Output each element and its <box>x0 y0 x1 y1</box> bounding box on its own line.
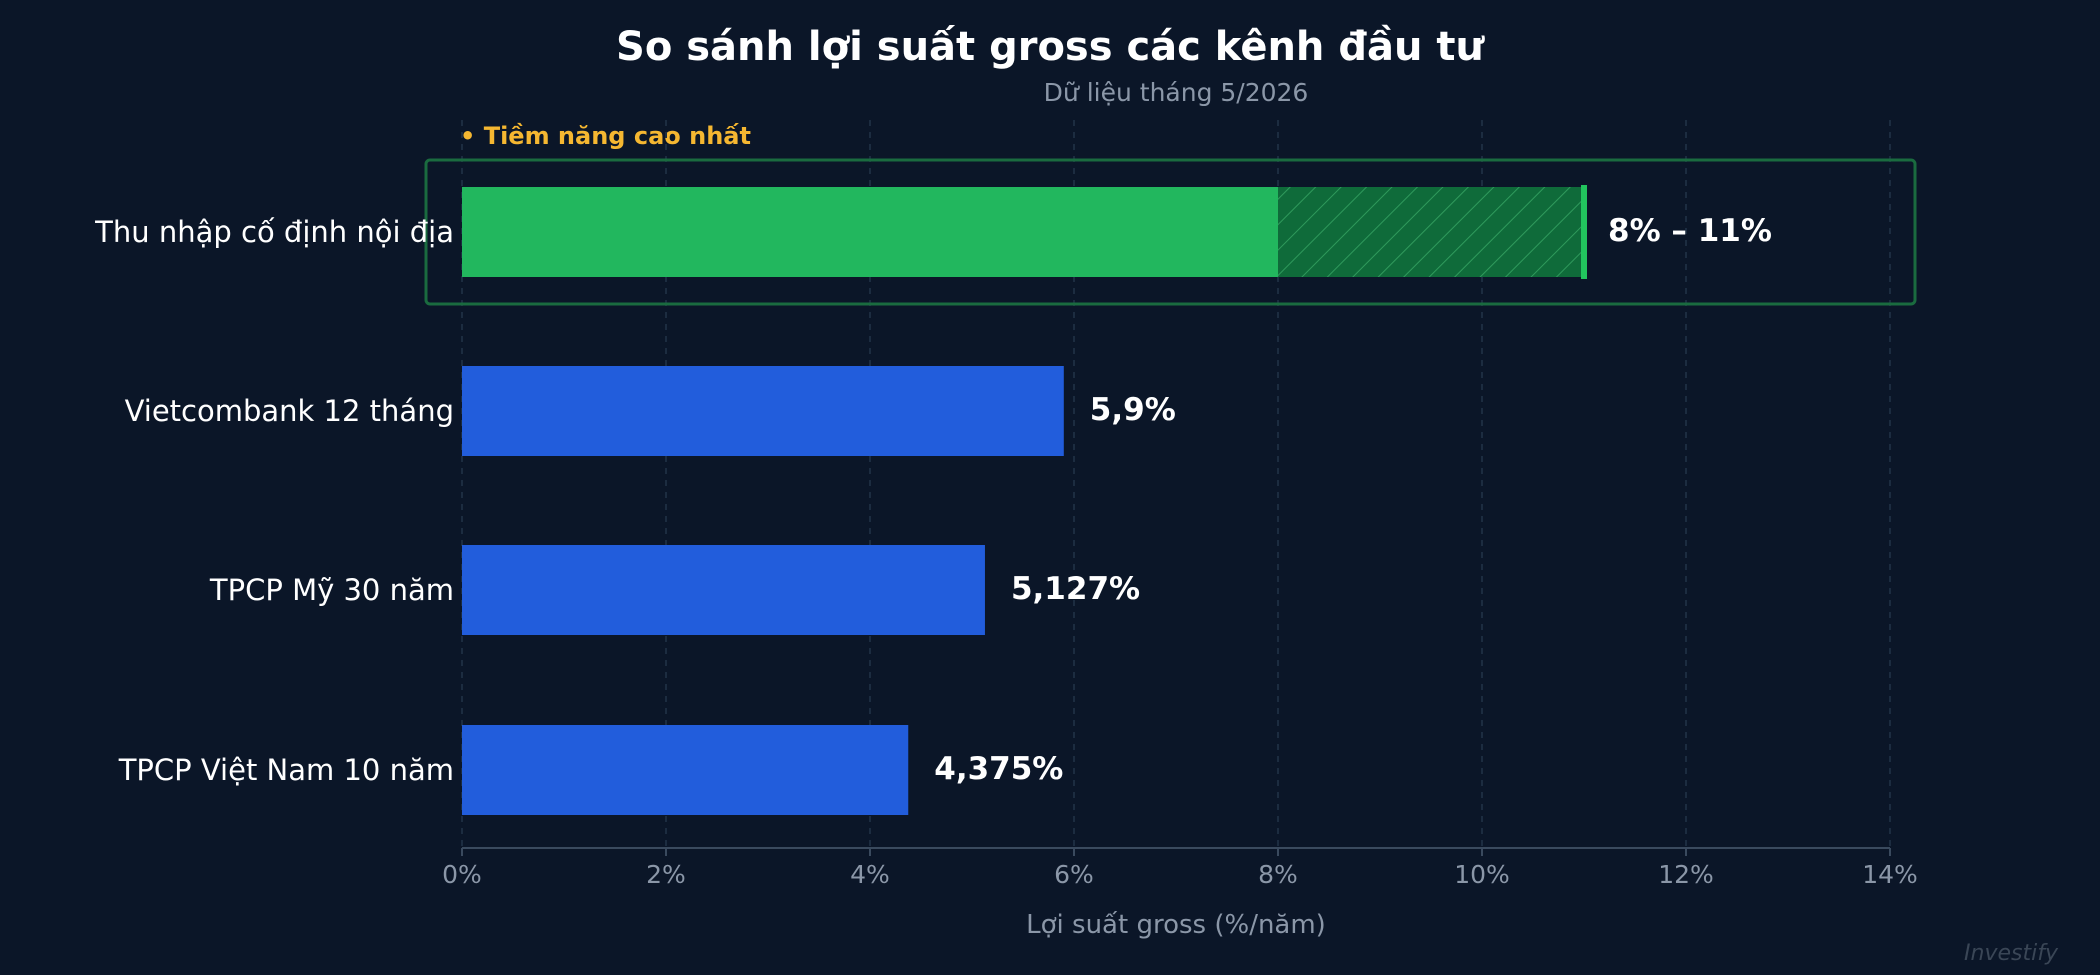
bar <box>462 366 1064 456</box>
bars: Thu nhập cố định nội địa 8% – 11% Vietcomb… <box>94 185 1772 815</box>
x-tick-label: 12% <box>1658 860 1714 889</box>
x-tick-label: 10% <box>1454 860 1510 889</box>
x-tick-label: 6% <box>1054 860 1094 889</box>
x-tick-label: 2% <box>646 860 686 889</box>
bar <box>462 545 985 635</box>
chart-subtitle: Dữ liệu tháng 5/2026 <box>1044 78 1309 107</box>
x-tick-label: 0% <box>442 860 482 889</box>
value-label: 5,9% <box>1090 392 1176 428</box>
category-label: TPCP Mỹ 30 năm <box>209 573 454 607</box>
x-axis: 0% 2% 4% 6% 8% 10% 12% 14% <box>442 847 1918 889</box>
x-tick-label: 8% <box>1258 860 1298 889</box>
bar <box>462 187 1278 277</box>
highlight-frame <box>424 158 1917 306</box>
chart-title: So sánh lợi suất gross các kênh đầu tư <box>616 24 1485 70</box>
x-axis-title: Lợi suất gross (%/năm) <box>1026 910 1326 940</box>
x-tick-label: 4% <box>850 860 890 889</box>
watermark: Investify <box>1964 941 2059 966</box>
x-tick-label: 14% <box>1862 860 1918 889</box>
value-label: 4,375% <box>934 751 1063 787</box>
range-bar <box>1278 187 1584 277</box>
bar <box>462 725 909 815</box>
value-label: 5,127% <box>1011 571 1140 607</box>
category-label: Vietcombank 12 tháng <box>125 394 454 428</box>
range-end-marker <box>1581 185 1587 279</box>
category-label: TPCP Việt Nam 10 năm <box>118 753 454 787</box>
highlight-frame-rect <box>424 158 1917 306</box>
category-label: Thu nhập cố định nội địa <box>94 215 454 249</box>
highlight-badge: • Tiềm năng cao nhất <box>460 122 751 150</box>
value-label: 8% – 11% <box>1608 213 1772 249</box>
